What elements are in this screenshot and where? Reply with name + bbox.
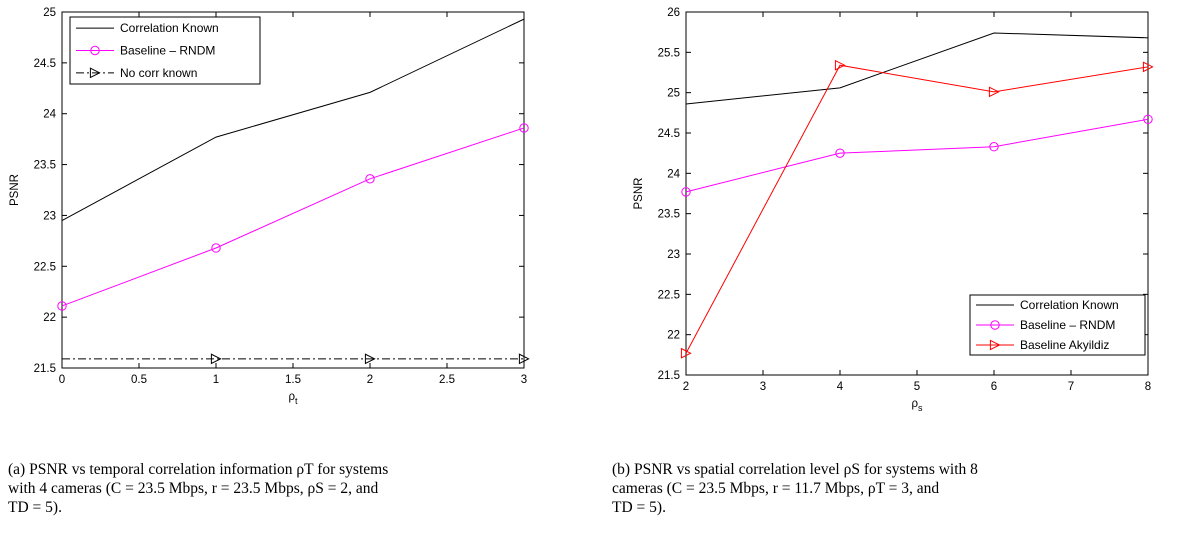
series-line-1 [61,18,525,221]
y-tick-label: 22 [667,330,680,342]
series-2-point [519,123,529,133]
caption-b-line-1: (b) PSNR vs spatial correlation level ρS… [612,461,978,478]
y-tick-label: 22.5 [34,261,56,273]
x-tick-label: 2 [367,374,373,386]
x-tick-label: 4 [837,381,844,393]
series-line-3 [685,64,1149,354]
series-line-2 [685,118,1149,193]
series-3-point [1142,61,1154,73]
series-2-point [365,174,375,184]
x-tick-label: 7 [1068,381,1074,393]
series-2-point [57,301,67,311]
series-3-point [680,347,692,359]
series-2-point [989,142,999,152]
series-3-point [210,353,222,365]
legend-swatch-marker [89,67,101,79]
x-tick-label: 5 [914,381,920,393]
y-axis-label: PSNR [9,174,21,206]
caption-b-line-3: TD = 5). [612,499,666,516]
x-tick-label: 0 [59,374,65,386]
y-tick-label: 24 [667,168,680,180]
series-3-point [988,86,1000,98]
series-3-point [518,353,530,365]
series-line-1 [685,32,1149,105]
y-tick-label: 22 [43,312,56,324]
x-tick-label: 3 [521,374,527,386]
x-tick-label: 2 [683,381,689,393]
caption-a-line-1: (a) PSNR vs temporal correlation informa… [8,461,389,478]
y-tick-label: 24 [43,109,56,121]
caption-b: (b) PSNR vs spatial correlation level ρS… [612,460,1172,517]
caption-a-line-3: TD = 5). [8,499,62,516]
y-axis-label: PSNR [633,178,645,210]
chart-b: 2 3 4 5 6 7 821.52222.52323.52424.52525.526ρsP… [633,7,1154,413]
y-tick-label: 23 [667,249,680,261]
y-tick-label: 24.5 [658,128,680,140]
x-tick-label: 1.5 [285,374,301,386]
y-tick-label: 22.5 [658,289,680,301]
caption-a: (a) PSNR vs temporal correlation informa… [8,460,568,517]
series-2-point [681,187,691,197]
series-2-point [1143,114,1153,124]
chart-a: 0 0.5 1 1.5 2 2.5 321.52222.52323.52424.525ρtP… [9,7,530,406]
y-tick-label: 21.5 [658,370,680,382]
series-2-point [211,243,221,253]
legend-entry: Baseline – RNDM [120,44,215,58]
legend-entry: No corr known [120,66,197,80]
y-tick-label: 23.5 [34,160,56,172]
x-tick-label: 1 [213,374,219,386]
x-axis-label: ρt [288,391,298,406]
x-axis-label: ρs [911,398,923,413]
series-3-point [364,353,376,365]
y-tick-label: 26 [667,7,680,19]
caption-b-line-2: cameras (C = 23.5 Mbps, r = 11.7 Mbps, ρ… [612,480,940,497]
y-tick-label: 25 [43,7,56,19]
legend-entry: Baseline Akyildiz [1020,338,1109,352]
x-tick-label: 2.5 [439,374,455,386]
y-tick-label: 21.5 [34,363,56,375]
x-tick-label: 0.5 [131,374,147,386]
legend-swatch-marker [989,339,1001,351]
legend-entry: Baseline – RNDM [1020,318,1115,332]
series-line-2 [61,127,525,307]
series-3-point [834,59,846,71]
y-tick-label: 25.5 [658,47,680,59]
legend-swatch-marker [990,320,1000,330]
y-tick-label: 25 [667,88,680,100]
figure-canvas: 0 0.5 1 1.5 2 2.5 321.52222.52323.52424.525ρtP… [9,7,1154,413]
x-tick-label: 3 [760,381,766,393]
y-tick-label: 23 [43,210,56,222]
x-tick-label: 6 [991,381,997,393]
caption-a-line-2: with 4 cameras (C = 23.5 Mbps, r = 23.5 … [8,480,379,497]
series-2-point [835,148,845,158]
y-tick-label: 23.5 [658,209,680,221]
legend-entry: Correlation Known [1020,298,1119,312]
legend-swatch-marker [90,45,100,56]
y-tick-label: 24.5 [34,58,56,70]
x-tick-label: 8 [1145,381,1151,393]
legend-entry: Correlation Known [120,21,219,35]
